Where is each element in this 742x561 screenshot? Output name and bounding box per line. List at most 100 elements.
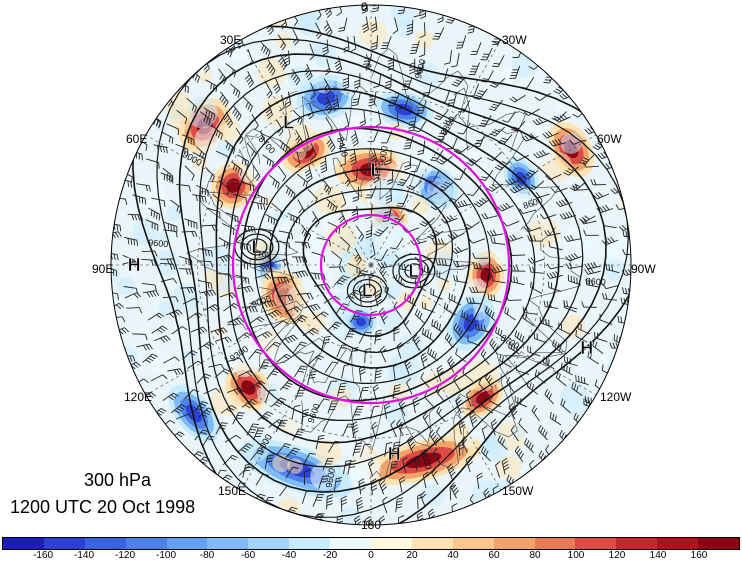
wind-barb <box>219 292 237 299</box>
low-center-label: L <box>283 112 294 132</box>
wind-barb <box>522 169 539 180</box>
wind-barb <box>145 219 159 231</box>
wind-barb <box>387 169 394 185</box>
wind-barb <box>605 263 620 274</box>
wind-barb <box>342 170 351 187</box>
wind-barb <box>265 309 282 319</box>
wind-barb <box>190 326 208 334</box>
wind-barb <box>476 472 483 489</box>
wind-barb <box>329 266 346 273</box>
colorbar-tick-label: 60 <box>488 550 500 561</box>
colorbar-tick-label: 160 <box>690 550 708 561</box>
wind-barb <box>326 135 336 153</box>
wind-barb <box>449 484 456 501</box>
meridian-line <box>233 264 372 503</box>
wind-barb <box>248 348 263 360</box>
wind-barb <box>583 161 599 168</box>
wind-barb <box>285 447 300 459</box>
wind-barb <box>508 402 518 420</box>
wind-barb <box>233 193 247 204</box>
wind-barb <box>455 396 462 414</box>
wind-barb <box>416 100 427 114</box>
wind-barb <box>148 207 161 221</box>
wind-barb <box>378 515 386 525</box>
wind-barb <box>304 165 313 183</box>
wind-barb <box>430 201 447 211</box>
wind-barb <box>385 188 392 204</box>
colorbar-swatch <box>3 538 44 549</box>
longitude-label: 0 <box>361 0 368 14</box>
wind-barb <box>583 229 599 236</box>
wind-barb <box>383 402 391 419</box>
wind-barb <box>409 58 416 75</box>
anomaly-blob <box>185 404 202 423</box>
wind-barb <box>403 135 414 150</box>
wind-barb <box>436 365 444 382</box>
anomaly-speckle <box>313 184 344 215</box>
wind-barb <box>472 262 488 271</box>
anomaly-speckle <box>466 359 499 392</box>
wind-barb <box>182 298 200 305</box>
wind-barb <box>443 302 456 316</box>
wind-barb <box>275 240 291 249</box>
wind-barb <box>224 434 242 443</box>
latitude-circle <box>231 125 511 405</box>
meridian-line <box>233 27 372 266</box>
wind-barb <box>447 463 456 480</box>
wind-barb <box>277 294 294 302</box>
wind-barb <box>237 242 252 251</box>
wind-barb <box>430 149 444 162</box>
wind-barb <box>301 490 313 504</box>
wind-barb <box>422 82 432 97</box>
wind-barb <box>421 327 434 342</box>
wind-barb <box>215 422 228 435</box>
wind-barb <box>453 322 463 339</box>
anomaly-blob <box>405 452 442 469</box>
wind-barb <box>307 102 314 120</box>
wind-barb <box>352 405 364 419</box>
wind-barb <box>375 248 389 261</box>
wind-barb <box>284 91 292 108</box>
anomaly-speckle <box>261 266 278 283</box>
wind-barb <box>555 371 567 387</box>
wind-barb <box>455 348 467 363</box>
wind-barb <box>392 17 399 35</box>
wind-barb <box>364 54 371 71</box>
anomaly-speckle <box>407 153 433 179</box>
anomaly-speckle <box>315 440 342 466</box>
wind-barb <box>489 338 499 355</box>
wind-barb <box>402 456 408 474</box>
wind-barb <box>444 332 454 349</box>
wind-barb <box>327 400 338 414</box>
wind-barb <box>184 218 198 230</box>
wind-barb <box>440 215 458 224</box>
colorbar-swatch <box>207 538 249 549</box>
wind-barb <box>435 385 445 402</box>
colorbar-swatch <box>452 538 494 549</box>
wind-barb <box>563 166 579 176</box>
wind-barb <box>136 183 151 192</box>
wind-barb <box>342 423 355 437</box>
colorbar-tick-label: 20 <box>406 550 418 561</box>
anomaly-speckle <box>367 134 385 152</box>
colorbar-tick-label: 80 <box>529 550 541 561</box>
wind-barb <box>534 92 551 101</box>
wind-barb <box>268 174 280 190</box>
anomaly-speckle <box>276 497 301 522</box>
longitude-label: 120W <box>600 390 632 404</box>
wind-barb <box>473 134 486 147</box>
wind-barb <box>301 225 312 241</box>
wind-barb <box>563 234 581 242</box>
anomaly-speckle <box>256 58 287 88</box>
low-center-label: L <box>251 237 262 257</box>
wind-barb <box>395 497 404 513</box>
wind-barb <box>147 312 165 321</box>
wind-barb <box>465 455 473 473</box>
wind-barb <box>359 289 367 306</box>
colorbar-swatch <box>616 538 658 549</box>
wind-barb <box>470 42 482 55</box>
wind-barb <box>160 263 176 270</box>
wind-barb <box>451 246 469 254</box>
wind-barb <box>554 113 571 123</box>
wind-barb <box>414 454 422 471</box>
